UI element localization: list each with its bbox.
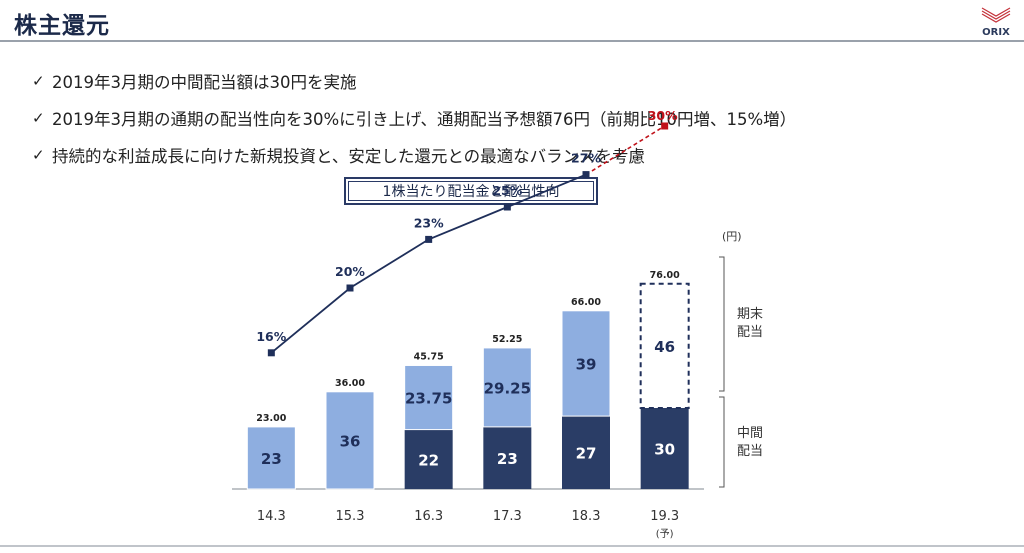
payout-ratio-label: 27% [571,151,601,166]
title-divider [0,40,1024,42]
bar-interim [404,429,453,489]
bar-label-year-end: 29.25 [484,379,531,397]
unit-label: (円) [722,230,742,243]
orix-logo: ORIX [981,7,1011,38]
x-tick-label: 18.3 [572,509,601,524]
bar-year-end [561,310,611,417]
payout-ratio-marker [582,171,590,179]
bar-total-label: 66.00 [571,297,601,308]
bar-label-interim: 22 [418,451,439,469]
bar-label-year-end: 23.75 [405,390,452,408]
bar-interim [483,426,532,489]
bar-year-end-forecast [639,282,690,409]
x-tick-label: 19.3 [650,509,679,524]
bracket-year-end [719,256,725,392]
bar-label-year-end: 36 [340,432,361,450]
bar-label-interim: 30 [654,441,675,459]
bar-total-label: 76.00 [650,270,680,281]
bar-interim [640,408,689,489]
payout-ratio-marker [503,203,511,211]
payout-ratio-label: 23% [414,215,444,230]
payout-ratio-marker [425,235,433,243]
bullet-item: ✓ 持続的な利益成長に向けた新規投資と、安定した還元との最適なバランスを考慮 [32,136,796,173]
payout-ratio-label: 20% [335,264,365,279]
footer-divider [0,545,1024,547]
bar-label-year-end: 39 [576,355,597,373]
bullet-text: 持続的な利益成長に向けた新規投資と、安定した還元との最適なバランスを考慮 [52,146,645,166]
payout-ratio-line [270,173,587,354]
bar-year-end [404,364,454,431]
bar-year-end [246,426,296,490]
bar-total-label: 45.75 [414,351,444,362]
legend-year-end-label: 期末 [737,307,763,322]
payout-ratio-label: 30% [648,108,678,123]
bar-total-label: 23.00 [256,413,286,424]
bullet-text: 2019年3月期の通期の配当性向を30%に引き上げ、通期配当予想額76円（前期比… [52,109,797,129]
bar-year-end [325,391,375,490]
bracket-interim [719,396,725,488]
check-icon: ✓ [32,71,45,90]
x-tick-label: 15.3 [336,509,365,524]
payout-ratio-label: 16% [256,329,286,344]
legend-year-end-label: 配当 [737,325,763,340]
payout-ratio-forecast-line [585,125,666,176]
payout-ratio-marker [661,122,669,130]
check-icon: ✓ [32,145,45,164]
logo-text: ORIX [982,27,1010,38]
bar-label-year-end: 46 [654,338,675,356]
bar-label-interim: 23 [497,450,518,468]
bar-total-label: 36.00 [335,378,365,389]
bullet-text: 2019年3月期の中間配当額は30円を実施 [52,72,357,92]
bar-label-interim: 27 [576,445,597,463]
bar-total-label: 52.25 [492,334,522,345]
bullet-item: ✓ 2019年3月期の通期の配当性向を30%に引き上げ、通期配当予想額76円（前期… [32,99,796,136]
check-icon: ✓ [32,108,45,127]
bullet-item: ✓ 2019年3月期の中間配当額は30円を実施 [32,62,796,99]
bar-interim [562,416,610,489]
forecast-note: (予) [656,528,674,540]
bullet-list: ✓ 2019年3月期の中間配当額は30円を実施 ✓ 2019年3月期の通期の配当性向… [32,62,796,173]
x-tick-label: 14.3 [257,509,286,524]
payout-ratio-marker [267,349,275,357]
legend-interim-label: 配当 [737,444,763,459]
bar-year-end [482,347,532,428]
bar-label-year-end: 23 [261,450,282,468]
x-tick-label: 17.3 [493,509,522,524]
page-title: 株主還元 [14,13,110,39]
payout-ratio-marker [346,284,354,292]
chart-title: 1株当たり配当金と配当性向 [344,177,598,205]
x-tick-label: 16.3 [414,509,443,524]
legend-interim-label: 中間 [737,426,763,441]
payout-ratio-label: 25% [492,183,522,198]
